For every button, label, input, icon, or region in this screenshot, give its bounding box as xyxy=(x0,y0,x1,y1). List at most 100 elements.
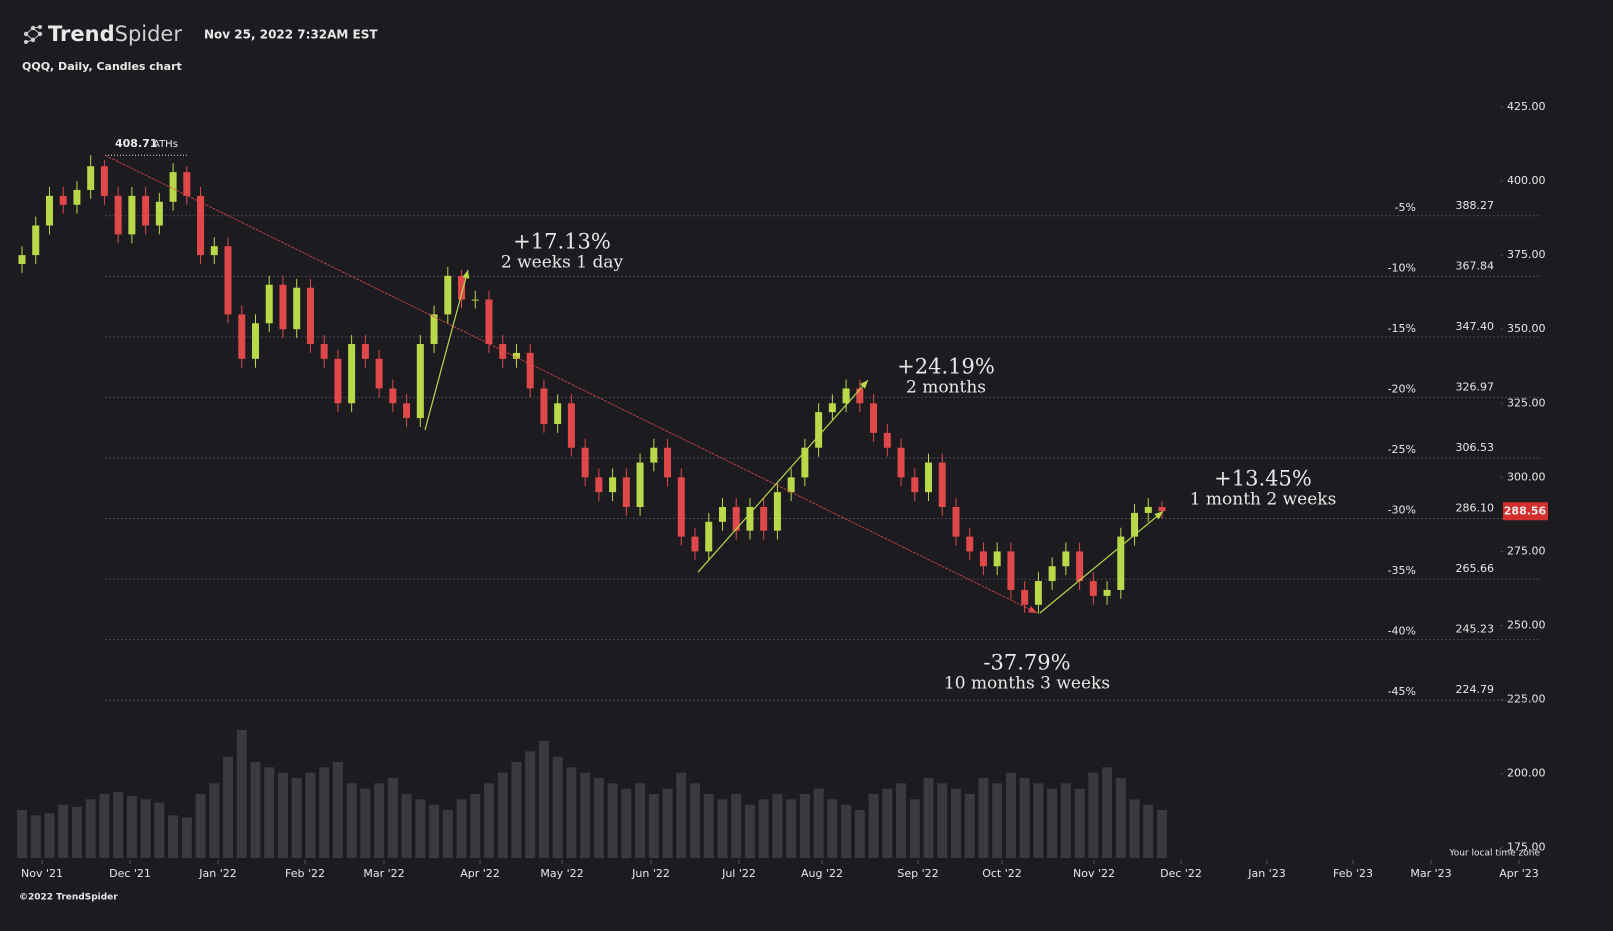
candle-body xyxy=(1117,536,1125,590)
measure-arrow xyxy=(104,154,1038,614)
candle-body xyxy=(636,462,644,507)
volume-bar xyxy=(1102,767,1113,858)
volume-bar xyxy=(1129,799,1140,858)
candle-body xyxy=(1131,512,1139,537)
volume-bar xyxy=(580,772,591,858)
candle-body xyxy=(279,284,287,330)
candle-body xyxy=(567,403,575,448)
volume-bar xyxy=(799,794,810,858)
candle-body xyxy=(732,506,740,531)
candle-body xyxy=(251,323,259,359)
candle-body xyxy=(1007,551,1015,590)
volume-bar xyxy=(497,772,508,858)
volume-bar xyxy=(456,799,467,858)
volume-bar xyxy=(236,730,247,858)
candle-body xyxy=(18,255,26,265)
x-tick-label: Sep '22 xyxy=(897,867,938,880)
level-percent: -30% xyxy=(1388,504,1416,517)
candle-body xyxy=(114,195,122,235)
candle-body xyxy=(554,403,562,425)
volume-bar xyxy=(277,772,288,858)
candle-body xyxy=(444,275,452,315)
candle-body xyxy=(416,344,424,419)
candle-body xyxy=(609,477,617,493)
subtitle: QQQ, Daily, Candles chart xyxy=(22,60,182,73)
volume-bar xyxy=(744,804,755,858)
volume-bar xyxy=(552,756,563,858)
candle-body xyxy=(787,477,795,493)
measure-arrow xyxy=(1039,510,1164,614)
volume-bar xyxy=(813,788,824,858)
candle-body xyxy=(334,358,342,404)
measure-arrow xyxy=(697,379,869,573)
level-price: 265.66 xyxy=(1456,562,1495,575)
candle-body xyxy=(540,388,548,425)
y-tick-label: 225.00 xyxy=(1507,693,1546,706)
candle-body xyxy=(1144,506,1152,513)
measure-duration: 1 month 2 weeks xyxy=(1190,490,1337,510)
volume-bar xyxy=(964,794,975,858)
candle-body xyxy=(238,314,246,359)
volume-bar xyxy=(401,794,412,858)
candle-body xyxy=(664,447,672,478)
volume-bar xyxy=(841,804,852,858)
volume-bar xyxy=(17,810,27,858)
volume-bar xyxy=(607,783,618,858)
y-tick-label: 275.00 xyxy=(1507,544,1546,557)
candle-body xyxy=(828,403,836,413)
level-price: 388.27 xyxy=(1456,199,1495,212)
y-tick-label: 325.00 xyxy=(1507,396,1546,409)
copyright: ©2022 TrendSpider xyxy=(19,893,118,903)
volume-bar xyxy=(154,802,165,858)
measure-duration: 10 months 3 weeks xyxy=(944,674,1110,694)
candle-body xyxy=(155,201,163,226)
volume-bar xyxy=(635,783,646,858)
y-tick-label: 250.00 xyxy=(1507,619,1546,632)
measure-duration: 2 weeks 1 day xyxy=(501,253,624,273)
candle-body xyxy=(650,447,658,463)
level-percent: -10% xyxy=(1388,261,1416,274)
arrow-head xyxy=(1154,511,1163,520)
volume-bar xyxy=(923,778,934,858)
level-percent: -15% xyxy=(1388,322,1416,335)
volume-bar xyxy=(1060,783,1071,858)
volume-bar xyxy=(291,778,302,858)
candle-body xyxy=(361,344,369,359)
x-tick-label: Feb '22 xyxy=(285,867,325,880)
volume-bar xyxy=(1033,783,1044,858)
y-tick-label: 425.00 xyxy=(1507,100,1546,113)
volume-bar xyxy=(181,817,192,858)
timestamp: Nov 25, 2022 7:32AM EST xyxy=(204,28,378,42)
candle-body xyxy=(856,388,864,404)
volume-bar xyxy=(772,794,783,858)
x-tick-label: Oct '22 xyxy=(982,867,1022,880)
candle-body xyxy=(224,246,232,315)
last-price: 288.56 xyxy=(1504,504,1547,517)
y-tick-label: 350.00 xyxy=(1507,322,1546,335)
level-price: 326.97 xyxy=(1456,380,1495,393)
volume-bar xyxy=(621,788,632,858)
volume-bar xyxy=(786,799,797,858)
volume-bar xyxy=(195,794,206,858)
candle-body xyxy=(430,314,438,345)
level-percent: -5% xyxy=(1395,201,1416,214)
candle-body xyxy=(1158,506,1166,512)
volume-bar xyxy=(896,783,907,858)
volume-bar xyxy=(113,791,124,858)
candle-body xyxy=(471,299,479,301)
level-price: 367.84 xyxy=(1456,259,1495,272)
x-tick-label: Jan '22 xyxy=(198,867,236,880)
candle-body xyxy=(403,403,411,419)
volume-bar xyxy=(346,783,357,858)
level-percent: -45% xyxy=(1388,685,1416,698)
candle-body xyxy=(760,506,768,531)
level-price: 245.23 xyxy=(1456,623,1495,636)
candle-body xyxy=(389,388,397,404)
candle-body xyxy=(773,492,781,531)
volume-bar xyxy=(99,794,110,858)
level-percent: -20% xyxy=(1388,382,1416,395)
candle-body xyxy=(883,432,891,448)
brand-bold: Trend xyxy=(48,22,115,46)
volume-bar xyxy=(868,794,879,858)
candle-body xyxy=(842,388,850,404)
